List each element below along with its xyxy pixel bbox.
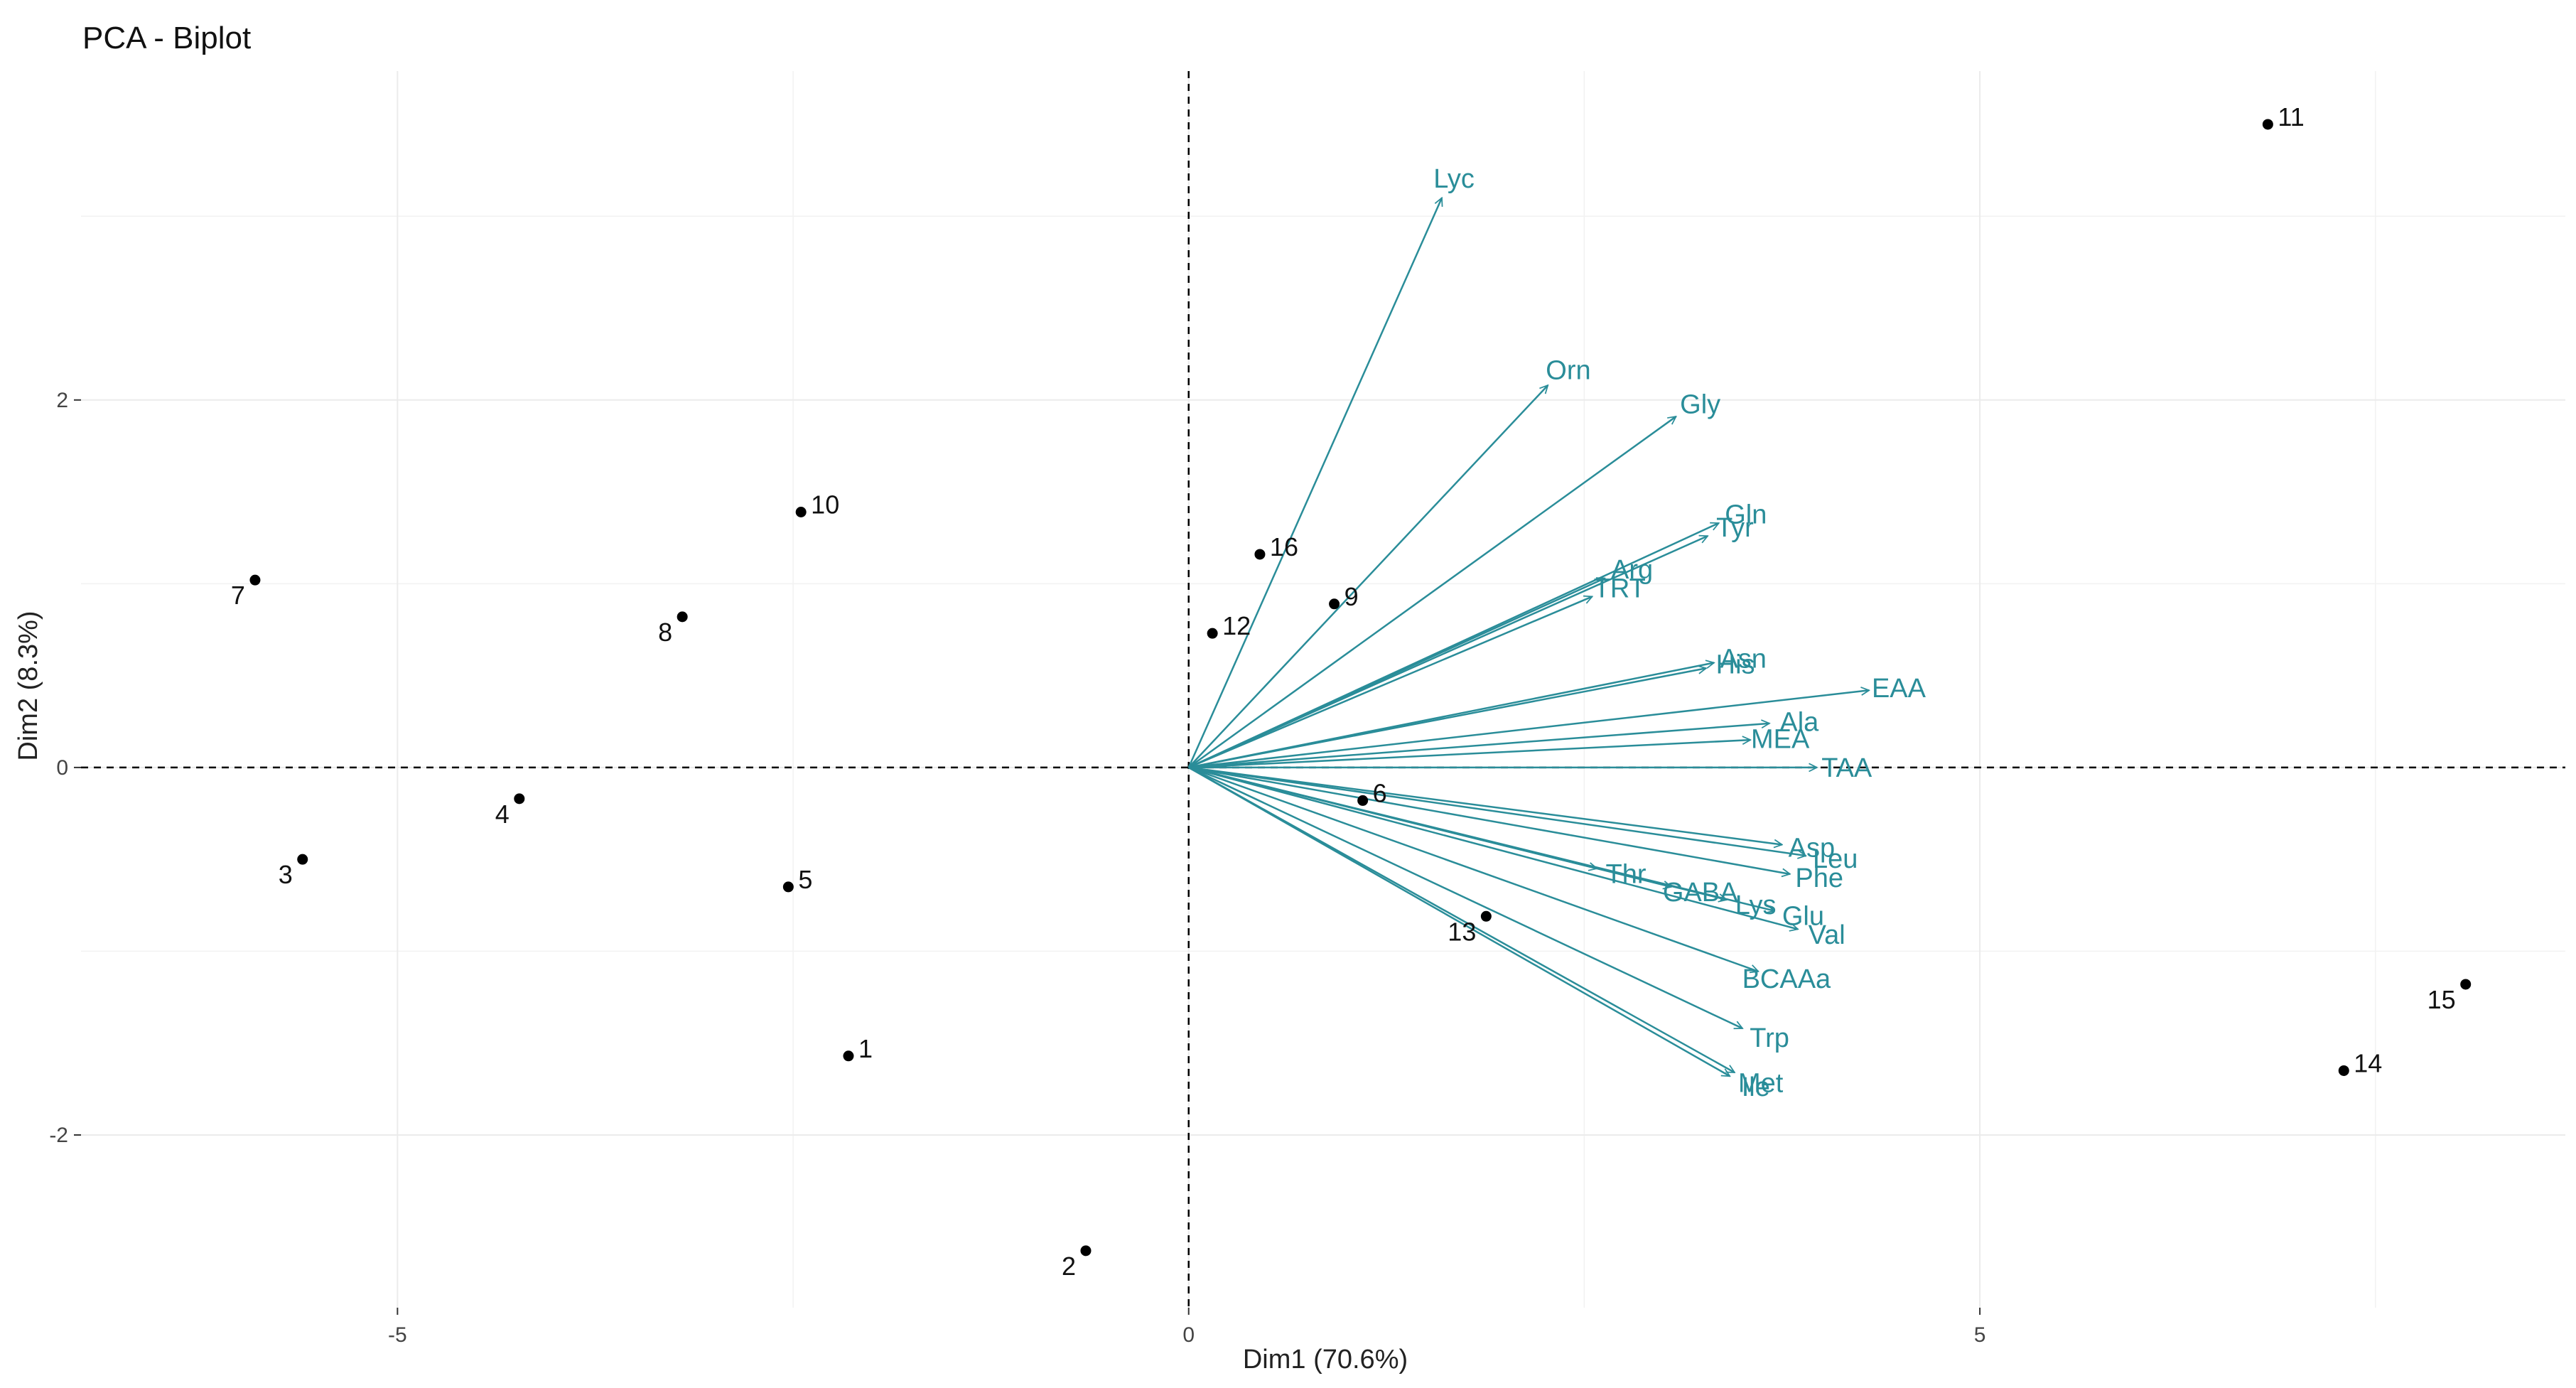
arrow-lyc: [1187, 198, 1442, 768]
variable-label-tyr: Tyr: [1716, 513, 1754, 543]
arrow-orn: [1187, 385, 1548, 768]
point-13: [1480, 910, 1492, 922]
point-5: [782, 881, 794, 893]
point-14: [2338, 1065, 2349, 1076]
point-2: [1080, 1245, 1092, 1257]
point-label-8: 8: [658, 618, 672, 647]
arrow-ile: [1188, 766, 1730, 1077]
point-label-1: 1: [858, 1034, 873, 1063]
variable-label-thr: Thr: [1605, 859, 1646, 889]
point-label-11: 11: [2278, 102, 2304, 131]
arrow-val: [1188, 766, 1798, 930]
point-11: [2262, 119, 2273, 130]
variable-label-lyc: Lyc: [1433, 164, 1475, 194]
variable-label-his: His: [1716, 650, 1755, 680]
arrow-ala: [1188, 723, 1769, 769]
point-label-12: 12: [1222, 611, 1251, 640]
reference-lines: [81, 71, 2565, 1308]
arrow-phe: [1188, 766, 1790, 874]
variable-label-ala: Ala: [1779, 708, 1819, 738]
variable-label-gly: Gly: [1680, 390, 1720, 420]
variable-label-gaba: GABA: [1663, 878, 1738, 908]
x-tick-label: -5: [388, 1323, 407, 1347]
variable-label-val: Val: [1809, 920, 1845, 950]
arrow-his: [1188, 668, 1706, 769]
y-tick-label: -2: [49, 1124, 68, 1147]
point-label-4: 4: [495, 800, 510, 829]
variable-label-glu: Glu: [1782, 902, 1824, 932]
arrow-trt: [1188, 596, 1593, 769]
point-label-16: 16: [1270, 532, 1298, 561]
variable-label-orn: Orn: [1546, 355, 1590, 385]
point-3: [297, 854, 308, 865]
variable-label-phe: Phe: [1795, 864, 1843, 893]
point-label-6: 6: [1373, 778, 1387, 807]
chart-title: PCA - Biplot: [82, 21, 251, 55]
grid: [81, 71, 2565, 1308]
arrow-trp: [1188, 766, 1742, 1028]
axes: -5 0 5 -2 0 2: [49, 389, 1985, 1347]
point-10: [795, 507, 807, 518]
point-4: [514, 793, 525, 805]
point-label-10: 10: [811, 490, 839, 520]
point-8: [677, 611, 688, 623]
variable-label-bcaaa: BCAAa: [1742, 964, 1831, 994]
point-16: [1254, 549, 1266, 560]
variable-label-mea: MEA: [1751, 725, 1810, 755]
arrow-met: [1188, 766, 1735, 1074]
x-tick-label: 5: [1974, 1323, 1986, 1347]
arrow-gaba: [1188, 766, 1671, 887]
variable-label-arg: Arg: [1611, 555, 1653, 585]
variable-label-eaa: EAA: [1872, 674, 1926, 704]
variable-label-met: Met: [1738, 1069, 1784, 1099]
variable-label-asn: Asn: [1720, 645, 1766, 674]
point-label-9: 9: [1344, 582, 1359, 611]
variable-label-leu: Leu: [1813, 844, 1858, 874]
arrow-leu: [1188, 766, 1806, 856]
point-12: [1207, 628, 1218, 639]
x-tick-label: 0: [1182, 1323, 1195, 1347]
variable-label-ile: Ile: [1742, 1072, 1770, 1102]
point-label-2: 2: [1062, 1252, 1076, 1281]
point-9: [1329, 598, 1340, 610]
point-label-5: 5: [798, 865, 812, 894]
point-15: [2460, 979, 2472, 990]
variable-label-lys: Lys: [1735, 891, 1777, 920]
arrow-bcaaa: [1188, 766, 1759, 972]
variable-label-trt: TRT: [1594, 574, 1646, 604]
variable-label-asp: Asp: [1789, 833, 1835, 863]
point-label-13: 13: [1448, 917, 1476, 946]
arrow-mea: [1188, 740, 1750, 769]
point-label-7: 7: [231, 581, 245, 610]
x-axis-title: Dim1 (70.6%): [1243, 1345, 1408, 1374]
arrow-gly: [1187, 416, 1676, 768]
arrow-eaa: [1188, 690, 1870, 769]
point-1: [843, 1050, 854, 1062]
arrow-arg: [1188, 579, 1605, 769]
point-label-15: 15: [2427, 985, 2456, 1014]
point-label-3: 3: [279, 860, 293, 889]
arrow-asp: [1188, 766, 1782, 845]
point-6: [1357, 795, 1369, 806]
variable-label-trp: Trp: [1750, 1023, 1789, 1053]
point-7: [249, 574, 261, 586]
variable-label-gln: Gln: [1725, 500, 1767, 529]
y-axis-title: Dim2 (8.3%): [14, 610, 43, 760]
y-tick-label: 2: [56, 389, 68, 412]
y-tick-label: 0: [56, 756, 68, 780]
point-label-14: 14: [2354, 1048, 2382, 1077]
variable-label-taa: TAA: [1821, 753, 1872, 783]
